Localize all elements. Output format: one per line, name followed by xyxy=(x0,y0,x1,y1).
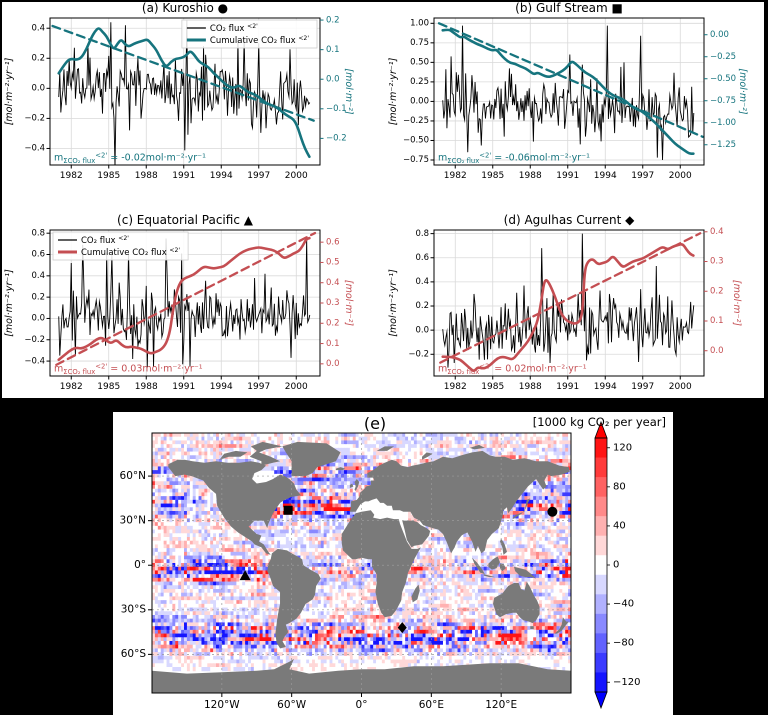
timeseries-canvas xyxy=(2,2,764,398)
timeseries-grid xyxy=(2,2,764,398)
world-map-canvas xyxy=(113,412,673,715)
map-panel xyxy=(113,412,673,715)
